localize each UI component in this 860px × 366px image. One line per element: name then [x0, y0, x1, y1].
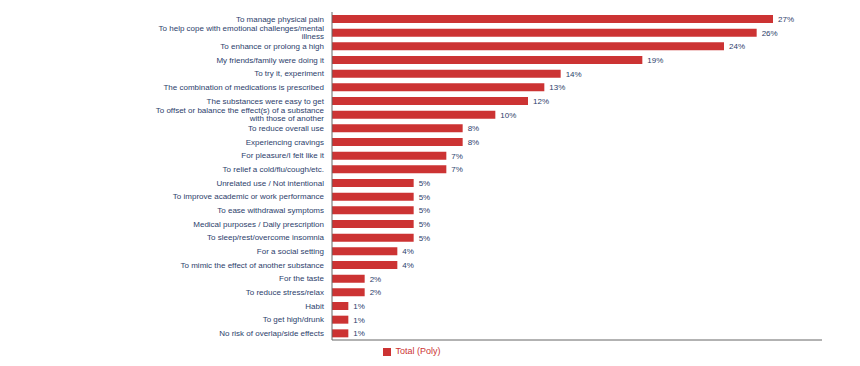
svg-text:24%: 24%	[729, 42, 745, 51]
svg-text:27%: 27%	[778, 15, 794, 24]
svg-text:To get high/drunk: To get high/drunk	[263, 315, 325, 324]
svg-text:Habit: Habit	[305, 302, 324, 311]
svg-text:7%: 7%	[451, 152, 463, 161]
svg-text:5%: 5%	[419, 234, 431, 243]
svg-text:10%: 10%	[500, 111, 516, 120]
svg-text:To mimic the effect of another: To mimic the effect of another substance	[181, 261, 325, 270]
svg-text:No risk of overlap/side effect: No risk of overlap/side effects	[219, 329, 324, 338]
svg-text:The combination of medications: The combination of medications is prescr…	[163, 83, 324, 92]
svg-text:To enhance or prolong a high: To enhance or prolong a high	[220, 42, 324, 51]
svg-text:Unrelated use / Not intentiona: Unrelated use / Not intentional	[216, 179, 324, 188]
svg-text:1%: 1%	[353, 302, 365, 311]
svg-text:The substances were easy to ge: The substances were easy to get	[207, 97, 325, 106]
svg-text:To relief a cold/flu/cough/etc: To relief a cold/flu/cough/etc.	[223, 165, 324, 174]
svg-text:13%: 13%	[549, 83, 565, 92]
svg-text:To sleep/rest/overcome insomni: To sleep/rest/overcome insomnia	[207, 233, 324, 242]
svg-text:5%: 5%	[419, 193, 431, 202]
svg-text:To manage physical pain: To manage physical pain	[236, 15, 324, 24]
svg-text:1%: 1%	[353, 316, 365, 325]
svg-text:For a social setting: For a social setting	[257, 247, 324, 256]
svg-text:To improve academic or work pe: To improve academic or work performance	[173, 192, 325, 201]
svg-text:8%: 8%	[468, 138, 480, 147]
svg-text:Experiencing cravings: Experiencing cravings	[246, 138, 324, 147]
svg-text:To reduce overall use: To reduce overall use	[248, 124, 325, 133]
svg-text:To try it, experiment: To try it, experiment	[254, 69, 325, 78]
svg-text:5%: 5%	[419, 179, 431, 188]
svg-text:For the taste: For the taste	[279, 274, 324, 283]
svg-text:For pleasure/I felt like it: For pleasure/I felt like it	[241, 151, 324, 160]
svg-text:4%: 4%	[402, 261, 414, 270]
svg-text:12%: 12%	[533, 97, 549, 106]
svg-text:8%: 8%	[468, 124, 480, 133]
svg-text:To offset or balance the effec: To offset or balance the effect(s) of a …	[156, 106, 325, 123]
svg-text:To reduce stress/relax: To reduce stress/relax	[246, 288, 324, 297]
svg-text:4%: 4%	[402, 247, 414, 256]
html-text:Total (Poly): Total (Poly)	[395, 346, 441, 356]
svg-text:26%: 26%	[762, 29, 778, 38]
svg-text:14%: 14%	[566, 70, 582, 79]
svg-text:1%: 1%	[353, 329, 365, 338]
svg-text:5%: 5%	[419, 220, 431, 229]
svg-text:19%: 19%	[647, 56, 663, 65]
svg-text:My friends/family were doing i: My friends/family were doing it	[216, 56, 324, 65]
svg-text:To help cope with emotional ch: To help cope with emotional challenges/m…	[159, 24, 325, 41]
svg-text:2%: 2%	[370, 275, 382, 284]
svg-text:To ease withdrawal symptoms: To ease withdrawal symptoms	[217, 206, 324, 215]
svg-text:7%: 7%	[451, 165, 463, 174]
svg-text:2%: 2%	[370, 288, 382, 297]
svg-text:Medical purposes / Daily presc: Medical purposes / Daily prescription	[193, 220, 324, 229]
svg-text:5%: 5%	[419, 206, 431, 215]
